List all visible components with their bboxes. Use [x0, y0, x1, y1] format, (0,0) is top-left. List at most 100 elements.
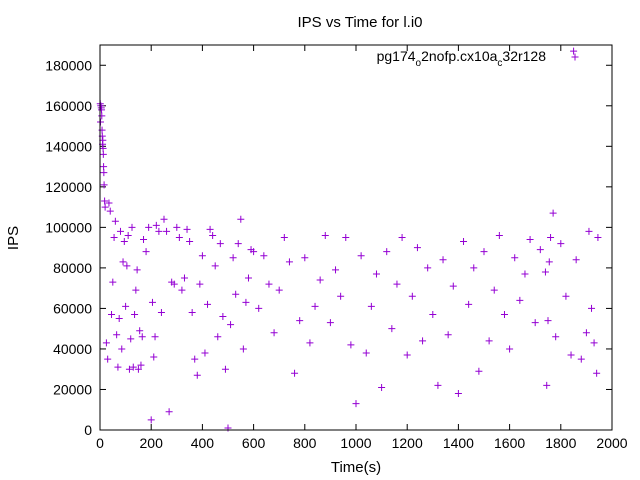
- data-point: [104, 355, 112, 363]
- data-point: [316, 276, 324, 284]
- x-tick-label: 1400: [443, 435, 474, 451]
- data-point: [108, 311, 116, 318]
- data-point: [129, 363, 137, 371]
- data-point: [337, 292, 345, 300]
- data-point: [201, 349, 209, 357]
- data-point: [211, 262, 219, 270]
- data-point: [275, 286, 283, 294]
- x-tick-label: 1600: [494, 435, 525, 451]
- data-point: [124, 231, 132, 239]
- data-point: [118, 345, 126, 353]
- data-point: [134, 365, 142, 373]
- data-point: [111, 217, 119, 225]
- data-point: [372, 270, 380, 278]
- data-point: [216, 240, 224, 248]
- data-point: [206, 225, 214, 233]
- data-point: [408, 292, 416, 300]
- data-point: [280, 234, 288, 241]
- data-point: [342, 234, 350, 241]
- data-point: [413, 244, 421, 252]
- data-point: [98, 106, 106, 114]
- data-point: [119, 258, 127, 266]
- data-point: [227, 321, 235, 329]
- data-point: [570, 47, 578, 55]
- data-point: [511, 254, 519, 262]
- data-point: [506, 345, 514, 353]
- data-point: [142, 248, 150, 256]
- data-point: [480, 248, 488, 256]
- data-point: [151, 333, 159, 341]
- data-point: [352, 400, 360, 408]
- data-point: [585, 227, 593, 235]
- chart-title: IPS vs Time for l.i0: [297, 14, 422, 31]
- data-point: [357, 252, 365, 260]
- data-point: [429, 311, 437, 318]
- data-point: [109, 278, 117, 286]
- x-tick-label: 800: [293, 435, 317, 451]
- y-tick-label: 40000: [53, 341, 92, 357]
- data-point: [362, 349, 370, 357]
- data-point: [545, 258, 553, 266]
- data-point: [378, 383, 386, 391]
- data-point: [221, 365, 229, 373]
- data-point: [101, 197, 109, 205]
- data-point: [100, 169, 108, 177]
- data-point: [495, 231, 503, 239]
- data-point: [485, 337, 493, 345]
- data-point: [152, 221, 160, 229]
- data-point: [347, 341, 355, 349]
- data-point: [116, 227, 124, 235]
- data-point: [590, 339, 598, 347]
- data-point: [521, 270, 529, 278]
- data-point: [460, 238, 468, 246]
- data-point: [439, 256, 447, 264]
- data-point: [465, 300, 473, 308]
- y-axis-title: IPS: [5, 226, 22, 250]
- data-point: [444, 331, 452, 339]
- data-point: [265, 280, 273, 288]
- data-point: [106, 207, 114, 215]
- legend-label: pg174o2nofp.cx10ac32r128: [377, 48, 547, 69]
- data-point: [594, 234, 602, 241]
- data-point: [123, 262, 131, 270]
- data-point: [188, 308, 196, 316]
- data-point: [557, 240, 565, 248]
- data-point: [101, 203, 109, 211]
- data-point: [250, 248, 258, 256]
- x-tick-label: 2000: [596, 435, 627, 451]
- data-point: [114, 363, 122, 371]
- data-point: [204, 300, 212, 308]
- data-point: [115, 315, 123, 323]
- data-point: [145, 223, 153, 231]
- data-point: [150, 353, 158, 361]
- legend-marker: [571, 53, 579, 61]
- data-point: [122, 302, 130, 310]
- data-point: [388, 325, 396, 333]
- data-point: [255, 304, 263, 312]
- data-point: [165, 408, 173, 416]
- data-point: [100, 181, 108, 189]
- data-point: [562, 292, 570, 300]
- legend-marker-symbol: [571, 53, 579, 61]
- x-axis-title: Time(s): [331, 459, 381, 476]
- data-point: [332, 266, 340, 274]
- data-point: [237, 215, 245, 223]
- data-point: [229, 254, 237, 262]
- data-point: [232, 290, 240, 298]
- data-point: [543, 381, 551, 389]
- x-tick-label: 0: [96, 435, 104, 451]
- data-point: [321, 231, 329, 239]
- data-point: [567, 351, 575, 359]
- data-point: [367, 302, 375, 310]
- data-point: [163, 227, 171, 235]
- data-point: [424, 264, 432, 272]
- data-point: [173, 223, 181, 231]
- data-point: [110, 234, 118, 241]
- data-point: [296, 317, 304, 325]
- data-point: [500, 311, 508, 318]
- data-point: [516, 296, 524, 304]
- data-point: [105, 199, 113, 207]
- data-point: [470, 264, 478, 272]
- data-point: [383, 248, 391, 256]
